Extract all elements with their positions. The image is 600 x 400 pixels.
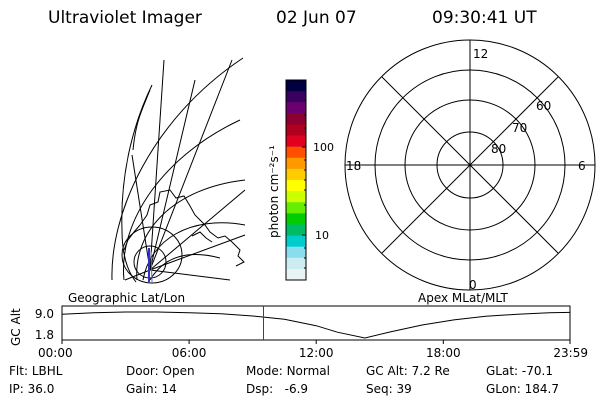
colorbar-cell (286, 91, 306, 103)
timeline-xtick-label: 12:00 (299, 346, 334, 360)
colorbar-cell (286, 113, 306, 125)
timeline-ylabel: GC Alt (9, 308, 23, 346)
status-door: Door: Open (126, 364, 195, 378)
latitude-line (149, 253, 221, 281)
geographic-map (111, 57, 246, 284)
colorbar-cell (286, 191, 306, 203)
colorbar-cell (286, 102, 306, 114)
earth-limb (121, 84, 153, 283)
status-gcalt: GC Alt: 7.2 Re (366, 364, 450, 378)
meridian-line (149, 79, 196, 271)
latitude-line (111, 57, 244, 281)
mlt-label-0: 0 (469, 278, 477, 292)
status-glon-value: 184.7 (524, 382, 559, 396)
lat-label-60: 60 (536, 99, 551, 113)
coastline (123, 224, 141, 251)
timeline-xtick-label: 00:00 (38, 346, 73, 360)
status-seq-label: Seq: (366, 382, 393, 396)
status-glat: GLat: -70.1 (486, 364, 553, 378)
status-gain-value: 14 (161, 382, 177, 396)
status-mode-value: Normal (286, 364, 330, 378)
colorbar-tick-100: 100 (313, 141, 334, 154)
geo-map-label: Geographic Lat/Lon (68, 291, 185, 305)
latitude-line (142, 222, 246, 281)
polar-diagonal (381, 76, 559, 254)
meridian-line (124, 269, 151, 281)
status-dsp-value: -6.9 (284, 382, 309, 396)
status-gcalt-label: GC Alt: (366, 364, 408, 378)
colorbar-cell (286, 146, 306, 159)
colorbar-ticks (302, 99, 306, 269)
earth-limb (132, 89, 151, 151)
status-gain: Gain: 14 (126, 382, 177, 396)
status-seq: Seq: 39 (366, 382, 412, 396)
colorbar-cell (286, 124, 306, 137)
status-mode: Mode: Normal (246, 364, 330, 378)
coastline (139, 189, 245, 267)
colorbar-cell (286, 202, 306, 214)
latitude-line (122, 119, 241, 281)
date-label: 02 Jun 07 (276, 8, 357, 28)
meridian-line (149, 189, 246, 271)
polar-plot (344, 39, 596, 291)
time-label: 09:30:41 UT (432, 8, 537, 28)
status-flt-value: LBHL (31, 364, 63, 378)
timeline-panel: 00:00 06:00 12:00 18:00 23:59 (38, 305, 588, 360)
colorbar-label: photon cm⁻²s⁻¹ (267, 145, 281, 238)
status-dsp-label: Dsp: (246, 382, 274, 396)
colorbar-cell (286, 135, 306, 148)
mlt-label-12: 12 (473, 47, 488, 61)
polar-circle (121, 226, 183, 284)
status-glon-label: GLon: (486, 382, 521, 396)
timeline-frame (61, 305, 571, 341)
lat-label-80: 80 (491, 142, 506, 156)
status-ip-value: 36.0 (27, 382, 55, 396)
timeline-xtick-label: 06:00 (172, 346, 207, 360)
gc-alt-series-line (61, 311, 571, 339)
colorbar-tick-10: 10 (315, 229, 329, 242)
status-glat-value: -70.1 (521, 364, 553, 378)
instrument-title: Ultraviolet Imager (48, 8, 202, 28)
colorbar-cell (286, 80, 306, 92)
colorbar-cell (286, 257, 306, 270)
status-ip-label: IP: (9, 382, 24, 396)
mlt-label-6: 6 (578, 159, 586, 173)
colorbar-cell (286, 180, 306, 192)
status-dsp: Dsp: -6.9 (246, 382, 308, 396)
status-ip: IP: 36.0 (9, 382, 54, 396)
colorbar-cell (286, 268, 306, 281)
status-flt-label: Flt: (9, 364, 28, 378)
colorbar-cell (286, 235, 306, 248)
colorbar-cell (286, 168, 306, 181)
timeline-xtick-label: 18:00 (426, 346, 461, 360)
status-mode-label: Mode: (246, 364, 283, 378)
meridian-line (149, 59, 233, 271)
meridian-line (149, 234, 246, 271)
timeline-xtick-label: 23:59 (553, 346, 588, 360)
status-door-value: Open (162, 364, 195, 378)
mlt-label-18: 18 (346, 159, 361, 173)
coastline (191, 231, 213, 243)
status-seq-value: 39 (396, 382, 412, 396)
meridian-line (131, 154, 151, 271)
meridian-line (149, 269, 231, 281)
colorbar: 100 10 photon cm⁻²s⁻¹ (267, 79, 334, 281)
orbit-track (150, 251, 153, 283)
timeline-y-top: 9.0 (35, 307, 54, 321)
timeline-y-bottom: 1.8 (35, 328, 54, 342)
status-gain-label: Gain: (126, 382, 158, 396)
status-door-label: Door: (126, 364, 159, 378)
colorbar-cell (286, 157, 306, 170)
colorbar-cell (286, 224, 306, 237)
status-gcalt-value: 7.2 Re (411, 364, 450, 378)
colorbar-cell (286, 246, 306, 259)
meridian-line (149, 59, 165, 271)
lat-label-70: 70 (512, 121, 527, 135)
colorbar-cell (286, 213, 306, 225)
status-flt: Flt: LBHL (9, 364, 62, 378)
status-glon: GLon: 184.7 (486, 382, 559, 396)
polar-plot-label: Apex MLat/MLT (418, 291, 508, 305)
status-glat-label: GLat: (486, 364, 519, 378)
